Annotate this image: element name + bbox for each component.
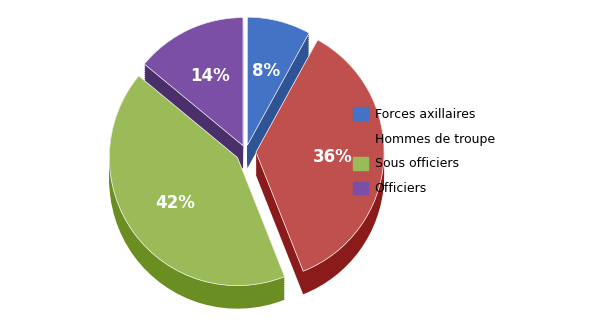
Wedge shape — [144, 28, 243, 156]
Wedge shape — [144, 37, 243, 164]
Wedge shape — [144, 41, 243, 169]
Wedge shape — [256, 40, 384, 271]
Wedge shape — [256, 59, 384, 290]
Wedge shape — [247, 17, 309, 145]
Wedge shape — [256, 44, 384, 275]
Wedge shape — [144, 30, 243, 158]
Wedge shape — [109, 76, 285, 286]
Text: 14%: 14% — [191, 67, 230, 85]
Wedge shape — [144, 17, 243, 146]
Wedge shape — [109, 92, 285, 303]
Wedge shape — [256, 55, 384, 286]
Wedge shape — [247, 32, 309, 160]
Wedge shape — [144, 22, 243, 150]
Wedge shape — [109, 78, 285, 288]
Wedge shape — [109, 80, 285, 290]
Wedge shape — [247, 25, 309, 154]
Wedge shape — [109, 95, 285, 305]
Wedge shape — [109, 97, 285, 307]
Wedge shape — [144, 17, 243, 146]
Wedge shape — [144, 26, 243, 154]
Wedge shape — [247, 23, 309, 151]
Text: 8%: 8% — [252, 62, 280, 80]
Wedge shape — [247, 19, 309, 147]
Wedge shape — [144, 39, 243, 166]
Wedge shape — [247, 38, 309, 166]
Wedge shape — [144, 32, 243, 160]
Wedge shape — [247, 21, 309, 149]
Wedge shape — [144, 24, 243, 152]
Wedge shape — [247, 36, 309, 164]
Text: 42%: 42% — [156, 194, 195, 212]
Wedge shape — [256, 53, 384, 284]
Wedge shape — [256, 48, 384, 280]
Wedge shape — [256, 61, 384, 292]
Wedge shape — [256, 63, 384, 294]
Wedge shape — [247, 40, 309, 169]
Wedge shape — [247, 34, 309, 162]
Wedge shape — [109, 84, 285, 294]
Wedge shape — [247, 17, 309, 145]
Wedge shape — [109, 82, 285, 292]
Wedge shape — [109, 86, 285, 296]
Wedge shape — [247, 30, 309, 158]
Wedge shape — [247, 28, 309, 156]
Wedge shape — [109, 88, 285, 298]
Legend: Forces axillaires, Hommes de troupe, Sous officiers, Officiers: Forces axillaires, Hommes de troupe, Sou… — [353, 107, 495, 195]
Wedge shape — [109, 76, 285, 286]
Text: 36%: 36% — [313, 148, 353, 166]
Wedge shape — [256, 40, 384, 271]
Wedge shape — [256, 46, 384, 277]
Wedge shape — [144, 20, 243, 148]
Wedge shape — [109, 90, 285, 300]
Wedge shape — [256, 57, 384, 288]
Wedge shape — [256, 42, 384, 273]
Wedge shape — [144, 35, 243, 162]
Wedge shape — [256, 50, 384, 282]
Wedge shape — [109, 99, 285, 309]
